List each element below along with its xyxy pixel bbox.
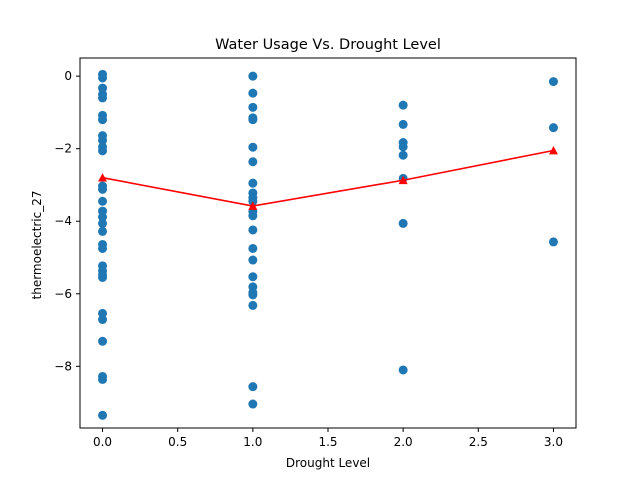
x-axis: 0.0 0.5 1.0 1.5 2.0 2.5 3.0 bbox=[93, 428, 563, 449]
scatter-point bbox=[248, 102, 258, 112]
scatter-point bbox=[248, 142, 258, 152]
scatter-point bbox=[248, 196, 258, 206]
scatter-point bbox=[398, 150, 408, 160]
plot-area bbox=[98, 69, 558, 420]
scatter-point bbox=[98, 272, 108, 282]
scatter-point bbox=[248, 225, 258, 235]
scatter-point bbox=[98, 93, 108, 103]
scatter-point bbox=[98, 135, 108, 145]
chart-title: Water Usage Vs. Drought Level bbox=[215, 37, 441, 53]
x-tick-label: 1.5 bbox=[318, 435, 337, 449]
scatter-point bbox=[398, 119, 408, 129]
scatter-point bbox=[98, 243, 108, 253]
scatter-point bbox=[248, 255, 258, 265]
scatter-point bbox=[98, 308, 108, 318]
scatter-point bbox=[98, 196, 108, 206]
scatter-point bbox=[248, 399, 258, 409]
mean-marker bbox=[548, 146, 558, 155]
scatter-point bbox=[248, 88, 258, 98]
scatter-point bbox=[98, 374, 108, 384]
axes-frame bbox=[79, 57, 577, 429]
scatter-point bbox=[548, 77, 558, 87]
x-tick-label: 2.5 bbox=[469, 435, 488, 449]
scatter-point bbox=[98, 73, 108, 83]
y-axis-label: thermoelectric_27 bbox=[30, 191, 44, 300]
scatter-point bbox=[98, 184, 108, 194]
y-tick-label: 0 bbox=[64, 69, 72, 83]
scatter-point bbox=[98, 218, 108, 228]
scatter-point bbox=[248, 115, 258, 125]
scatter-point bbox=[98, 410, 108, 420]
scatter-point bbox=[98, 336, 108, 346]
x-tick-label: 0.5 bbox=[168, 435, 187, 449]
scatter-point bbox=[248, 157, 258, 167]
scatter-point bbox=[98, 315, 108, 325]
y-tick-label: −8 bbox=[54, 359, 72, 373]
y-tick-label: −6 bbox=[54, 287, 72, 301]
mean-marker bbox=[398, 175, 408, 185]
scatter-point bbox=[98, 226, 108, 236]
scatter-point bbox=[98, 83, 108, 93]
scatter-point bbox=[248, 382, 258, 392]
mean-marker bbox=[98, 173, 108, 182]
y-tick-label: −2 bbox=[54, 142, 72, 156]
mean-marker bbox=[248, 201, 258, 210]
x-tick-label: 2.0 bbox=[394, 435, 413, 449]
x-tick-label: 0.0 bbox=[93, 435, 112, 449]
scatter-point bbox=[398, 365, 408, 375]
x-tick-label: 3.0 bbox=[544, 435, 563, 449]
scatter-point bbox=[248, 178, 258, 188]
scatter-point bbox=[248, 290, 258, 300]
mean-line bbox=[102, 149, 554, 207]
scatter-point bbox=[398, 142, 408, 152]
scatter-point bbox=[248, 71, 258, 81]
scatter-point bbox=[548, 237, 558, 247]
x-axis-label: Drought Level bbox=[286, 456, 370, 470]
scatter-point bbox=[98, 146, 108, 156]
scatter-point bbox=[98, 212, 108, 222]
scatter-point bbox=[248, 300, 258, 310]
y-axis: 0 −2 −4 −6 −8 bbox=[54, 69, 80, 373]
scatter-point bbox=[248, 243, 258, 253]
scatter-point bbox=[98, 115, 108, 125]
scatter-point bbox=[398, 218, 408, 228]
scatter-point bbox=[398, 100, 408, 110]
y-tick-label: −4 bbox=[54, 214, 72, 228]
scatter-point bbox=[248, 272, 258, 282]
scatter-point bbox=[548, 123, 558, 133]
scatter-point bbox=[248, 211, 258, 221]
x-tick-label: 1.0 bbox=[243, 435, 262, 449]
